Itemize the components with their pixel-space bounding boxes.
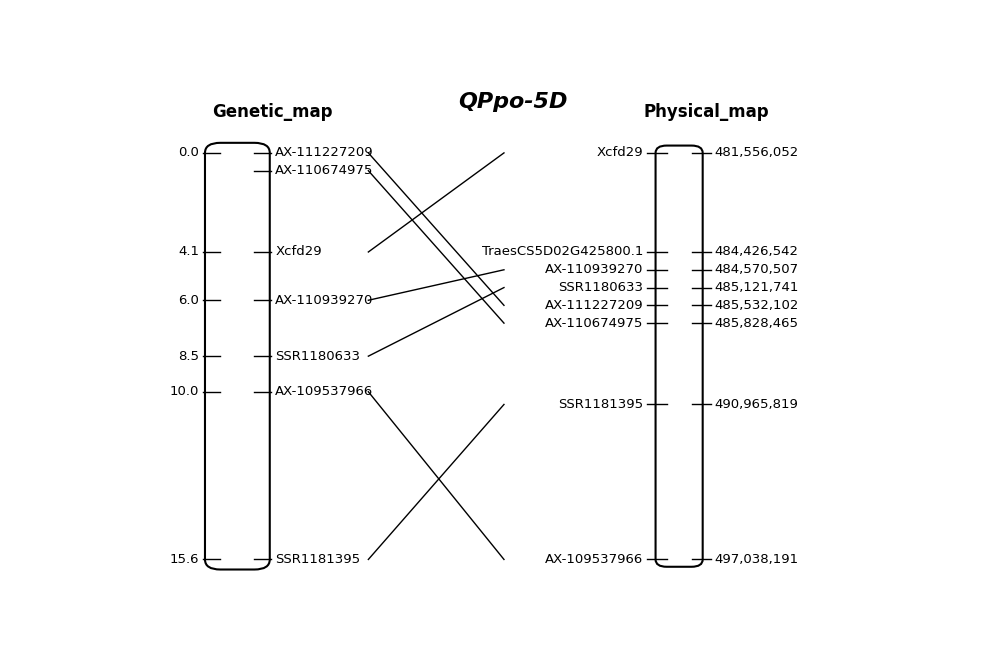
Text: Genetic_map: Genetic_map <box>213 103 333 121</box>
Text: AX-110674975: AX-110674975 <box>275 164 374 177</box>
Text: AX-110939270: AX-110939270 <box>275 294 374 307</box>
Text: SSR1181395: SSR1181395 <box>558 398 643 411</box>
Text: 485,121,741: 485,121,741 <box>715 281 799 294</box>
Text: AX-110674975: AX-110674975 <box>545 317 643 329</box>
Text: 481,556,052: 481,556,052 <box>715 147 799 159</box>
Text: Physical_map: Physical_map <box>643 103 769 121</box>
FancyBboxPatch shape <box>205 143 270 570</box>
Text: 485,532,102: 485,532,102 <box>715 299 799 312</box>
Text: AX-109537966: AX-109537966 <box>545 553 643 566</box>
Text: 15.6: 15.6 <box>170 553 199 566</box>
Text: 8.5: 8.5 <box>178 350 199 362</box>
Text: 0.0: 0.0 <box>179 147 199 159</box>
Text: 484,570,507: 484,570,507 <box>715 263 799 277</box>
Text: SSR1180633: SSR1180633 <box>558 281 643 294</box>
Text: 490,965,819: 490,965,819 <box>715 398 799 411</box>
Text: AX-111227209: AX-111227209 <box>275 147 374 159</box>
Text: 6.0: 6.0 <box>179 294 199 307</box>
Text: QPpo-5D: QPpo-5D <box>458 92 567 112</box>
Text: AX-109537966: AX-109537966 <box>275 385 374 398</box>
Text: TraesCS5D02G425800.1: TraesCS5D02G425800.1 <box>482 246 643 259</box>
Text: 484,426,542: 484,426,542 <box>715 246 799 259</box>
Text: Xcfd29: Xcfd29 <box>597 147 643 159</box>
Text: 10.0: 10.0 <box>170 385 199 398</box>
FancyBboxPatch shape <box>656 146 703 567</box>
Text: AX-110939270: AX-110939270 <box>545 263 643 277</box>
Text: 497,038,191: 497,038,191 <box>715 553 799 566</box>
Text: SSR1181395: SSR1181395 <box>275 553 360 566</box>
Text: Xcfd29: Xcfd29 <box>275 246 322 259</box>
Text: 485,828,465: 485,828,465 <box>715 317 799 329</box>
Text: 4.1: 4.1 <box>178 246 199 259</box>
Text: SSR1180633: SSR1180633 <box>275 350 360 362</box>
Text: AX-111227209: AX-111227209 <box>545 299 643 312</box>
